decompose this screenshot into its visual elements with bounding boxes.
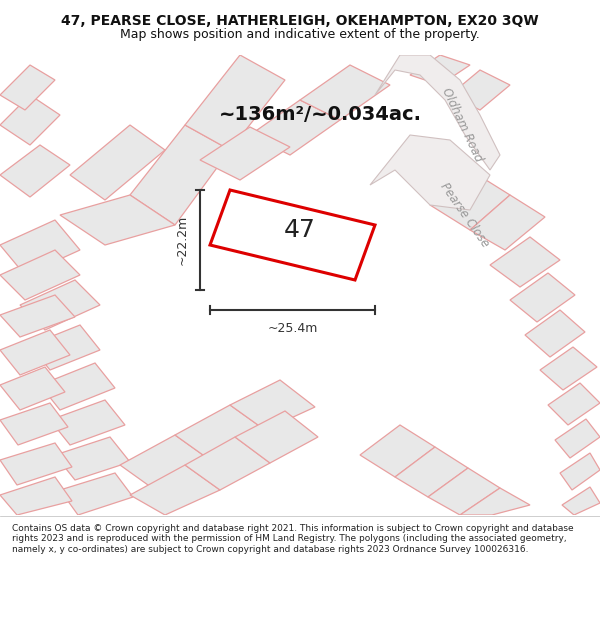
Text: Oldham Road: Oldham Road [439, 86, 485, 164]
Text: ~22.2m: ~22.2m [176, 215, 188, 265]
Polygon shape [0, 220, 80, 275]
Polygon shape [40, 363, 115, 410]
Polygon shape [60, 195, 175, 245]
Polygon shape [555, 419, 600, 458]
Polygon shape [230, 380, 315, 430]
Polygon shape [540, 347, 597, 390]
Polygon shape [395, 447, 468, 497]
Polygon shape [460, 488, 530, 515]
Polygon shape [130, 465, 220, 515]
Polygon shape [490, 237, 560, 287]
Text: Contains OS data © Crown copyright and database right 2021. This information is : Contains OS data © Crown copyright and d… [12, 524, 574, 554]
Polygon shape [0, 65, 55, 110]
Polygon shape [0, 95, 60, 145]
Polygon shape [300, 65, 390, 120]
Polygon shape [185, 437, 270, 490]
Text: ~25.4m: ~25.4m [268, 321, 317, 334]
Polygon shape [0, 443, 72, 485]
Polygon shape [375, 55, 500, 170]
Polygon shape [370, 135, 490, 210]
Polygon shape [120, 435, 210, 490]
Polygon shape [0, 367, 65, 410]
Polygon shape [548, 383, 600, 425]
Polygon shape [175, 405, 265, 460]
Polygon shape [20, 280, 100, 330]
Polygon shape [60, 473, 133, 515]
Polygon shape [0, 403, 68, 445]
Polygon shape [450, 70, 510, 110]
Text: Pearse Close: Pearse Close [438, 180, 492, 250]
Polygon shape [410, 55, 470, 85]
Polygon shape [55, 437, 130, 480]
Polygon shape [0, 250, 80, 300]
Polygon shape [0, 295, 75, 337]
Polygon shape [0, 477, 72, 515]
Polygon shape [0, 330, 70, 375]
Polygon shape [510, 273, 575, 322]
Polygon shape [430, 170, 510, 230]
Polygon shape [525, 310, 585, 357]
Polygon shape [50, 400, 125, 445]
Polygon shape [428, 468, 500, 515]
Polygon shape [250, 100, 340, 155]
Polygon shape [30, 325, 100, 370]
Polygon shape [200, 127, 290, 180]
Text: ~136m²/~0.034ac.: ~136m²/~0.034ac. [218, 106, 421, 124]
Polygon shape [185, 55, 285, 150]
Text: Map shows position and indicative extent of the property.: Map shows position and indicative extent… [120, 28, 480, 41]
Polygon shape [470, 195, 545, 250]
Text: 47: 47 [284, 218, 316, 242]
Polygon shape [70, 125, 165, 200]
Polygon shape [130, 125, 230, 225]
Polygon shape [210, 190, 375, 280]
Polygon shape [235, 411, 318, 463]
Text: 47, PEARSE CLOSE, HATHERLEIGH, OKEHAMPTON, EX20 3QW: 47, PEARSE CLOSE, HATHERLEIGH, OKEHAMPTO… [61, 14, 539, 28]
Polygon shape [560, 453, 600, 490]
Polygon shape [360, 425, 435, 477]
Polygon shape [562, 487, 600, 515]
Polygon shape [0, 145, 70, 197]
